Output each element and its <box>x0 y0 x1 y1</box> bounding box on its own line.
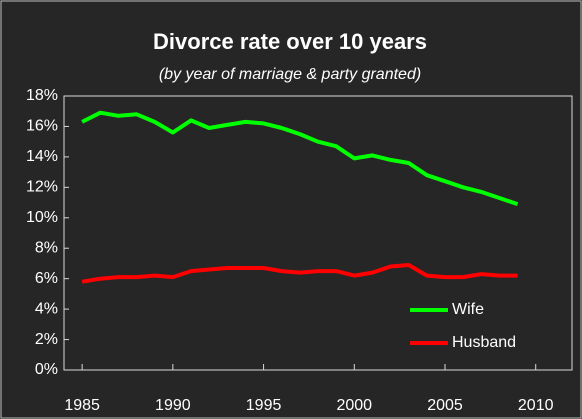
series-line <box>81 110 519 206</box>
legend-label: Wife <box>452 301 484 318</box>
x-tick-label: 1990 <box>155 397 191 414</box>
series-line <box>81 263 518 284</box>
y-tick-label: 8% <box>35 239 58 256</box>
x-tick-label: 2005 <box>427 397 463 414</box>
x-tick-label: 1985 <box>64 397 100 414</box>
plot-area <box>63 95 573 371</box>
y-tick-label: 16% <box>26 118 58 135</box>
y-tick-label: 2% <box>35 331 58 348</box>
legend-label: Husband <box>452 334 516 351</box>
x-tick-label: 2000 <box>336 397 372 414</box>
y-tick-label: 12% <box>26 179 58 196</box>
chart-subtitle: (by year of marriage & party granted) <box>159 66 421 83</box>
x-tick-label: 1995 <box>246 397 282 414</box>
y-tick-label: 14% <box>26 148 58 165</box>
y-tick-label: 0% <box>35 361 58 378</box>
chart-title: Divorce rate over 10 years <box>153 29 427 54</box>
y-tick-label: 18% <box>26 87 58 104</box>
y-tick-label: 4% <box>35 300 58 317</box>
y-tick-label: 10% <box>26 209 58 226</box>
y-tick-label: 6% <box>35 270 58 287</box>
x-tick-label: 2010 <box>518 397 554 414</box>
